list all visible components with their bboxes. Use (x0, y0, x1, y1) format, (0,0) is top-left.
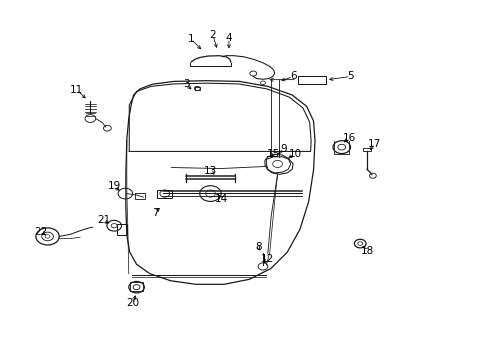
Bar (116, 224, 127, 235)
Text: 4: 4 (225, 33, 232, 43)
Text: 21: 21 (97, 215, 110, 225)
Text: 9: 9 (280, 144, 286, 154)
Text: 15: 15 (266, 149, 280, 158)
Text: 20: 20 (126, 298, 139, 308)
Bar (134, 193, 145, 199)
Text: 19: 19 (107, 181, 121, 192)
Text: 10: 10 (288, 149, 301, 158)
Text: 14: 14 (214, 194, 227, 203)
Text: 11: 11 (70, 85, 83, 95)
Text: 2: 2 (209, 30, 216, 40)
Text: 8: 8 (254, 242, 261, 252)
Text: 13: 13 (203, 166, 217, 176)
Text: 1: 1 (187, 34, 194, 44)
Text: 5: 5 (346, 71, 353, 81)
Text: 18: 18 (360, 246, 373, 256)
Text: 16: 16 (342, 133, 355, 143)
Text: 12: 12 (261, 254, 274, 264)
Text: 22: 22 (35, 227, 48, 237)
Bar (363, 148, 370, 152)
Text: 7: 7 (151, 208, 158, 218)
Bar (157, 190, 172, 198)
Text: 3: 3 (183, 79, 189, 89)
Text: 6: 6 (289, 71, 296, 81)
Text: 17: 17 (367, 139, 381, 149)
